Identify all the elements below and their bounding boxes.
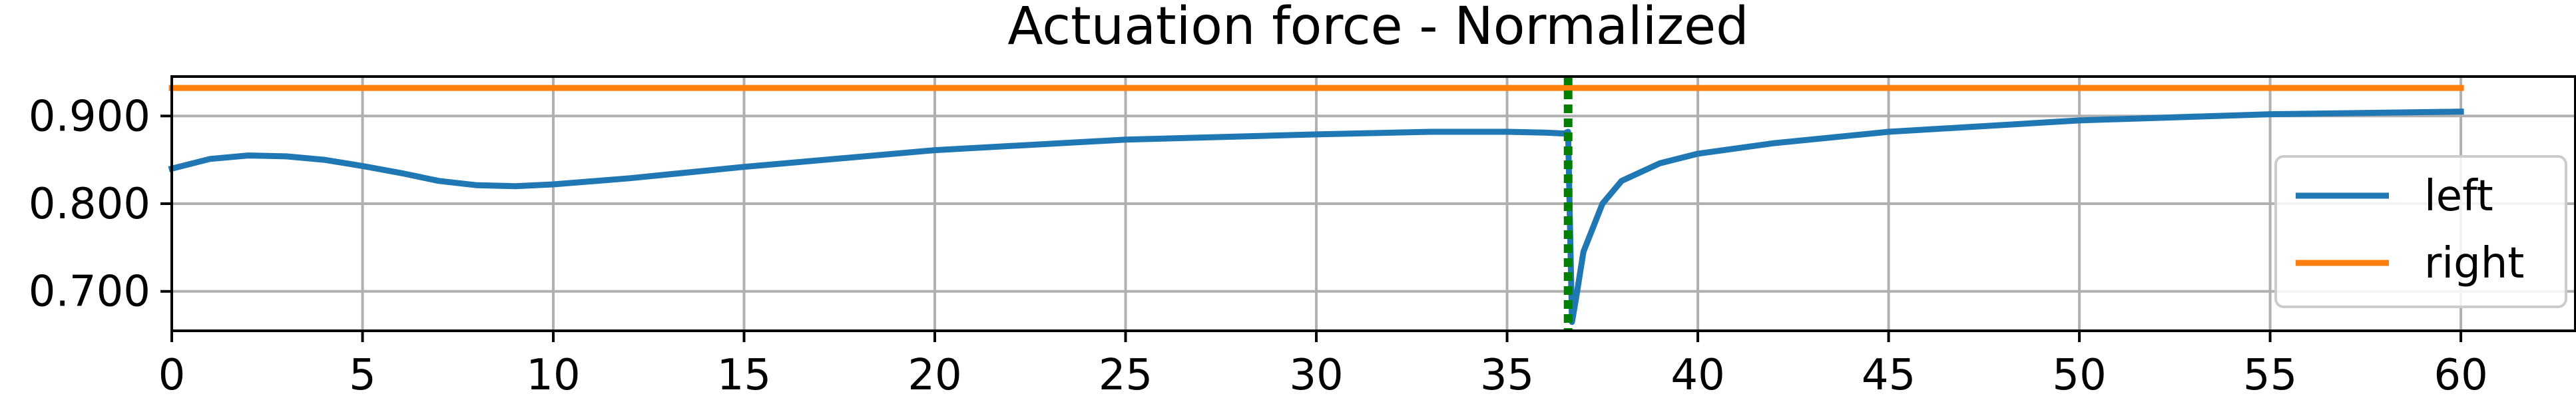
axes: 0 5 10 15 20 25 30 35 40 45 50 55 60 0.700 0.800 0.900 (29, 92, 2488, 400)
legend-label-left: left (2424, 172, 2493, 221)
x-tick-label: 35 (1480, 351, 1534, 400)
y-tick-label: 0.700 (29, 268, 150, 317)
legend: left right (2274, 155, 2567, 308)
series-line-left (168, 108, 2464, 325)
x-tick-label: 50 (2052, 351, 2106, 400)
x-tick-label: 45 (1862, 351, 1916, 400)
legend-label-right: right (2424, 239, 2524, 288)
x-tick-label: 30 (1289, 351, 1343, 400)
series-layer (168, 85, 2464, 325)
x-tick-label: 0 (158, 351, 186, 400)
x-tick-label: 15 (717, 351, 771, 400)
x-tick-label: 20 (907, 351, 961, 400)
x-tick-label: 40 (1671, 351, 1724, 400)
x-tick-label: 10 (526, 351, 580, 400)
y-tick-label: 0.800 (29, 180, 150, 229)
x-tick-label: 25 (1099, 351, 1153, 400)
x-tick-label: 5 (349, 351, 376, 400)
x-tick-label: 60 (2434, 351, 2487, 400)
chart-title: Actuation force - Normalized (1007, 0, 1748, 57)
x-tick-label: 55 (2243, 351, 2297, 400)
y-tick-label: 0.900 (29, 92, 150, 141)
